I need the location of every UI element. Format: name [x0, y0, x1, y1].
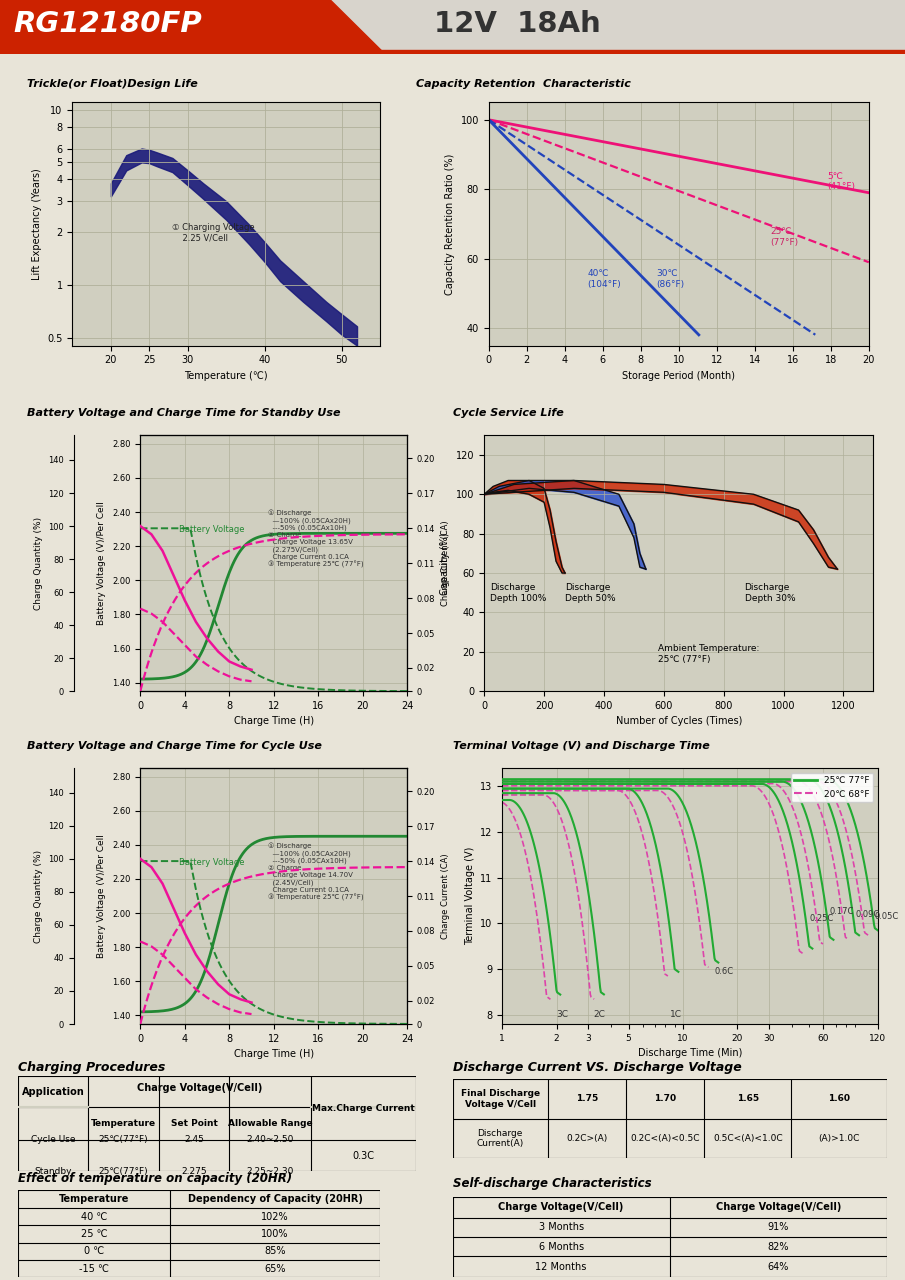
Text: Effect of temperature on capacity (20HR): Effect of temperature on capacity (20HR): [18, 1172, 292, 1185]
Text: 91%: 91%: [767, 1222, 789, 1233]
Text: 30℃
(86°F): 30℃ (86°F): [656, 269, 684, 288]
Text: 0.6C: 0.6C: [715, 966, 734, 975]
Text: 12V  18Ah: 12V 18Ah: [434, 10, 601, 38]
Text: 2.40~2.50: 2.40~2.50: [246, 1135, 293, 1144]
Text: Dependency of Capacity (20HR): Dependency of Capacity (20HR): [187, 1194, 363, 1204]
Text: Final Discharge
Voltage V/Cell: Final Discharge Voltage V/Cell: [461, 1089, 540, 1108]
Text: Max.Charge Current: Max.Charge Current: [312, 1103, 414, 1112]
Text: Temperature: Temperature: [59, 1194, 129, 1204]
Text: 5℃
(41°F): 5℃ (41°F): [827, 172, 855, 191]
Text: Charge Voltage(V/Cell): Charge Voltage(V/Cell): [137, 1083, 262, 1093]
X-axis label: Storage Period (Month): Storage Period (Month): [623, 371, 735, 381]
Text: ① Discharge
  —100% (0.05CAx20H)
  ---50% (0.05CAx10H)
② Charge
  Charge Voltage: ① Discharge —100% (0.05CAx20H) ---50% (0…: [268, 842, 364, 901]
Text: Battery Voltage: Battery Voltage: [179, 526, 244, 535]
Y-axis label: Capacity Retention Ratio (%): Capacity Retention Ratio (%): [445, 154, 455, 294]
Text: Charge Voltage(V/Cell): Charge Voltage(V/Cell): [716, 1202, 841, 1212]
X-axis label: Number of Cycles (Times): Number of Cycles (Times): [615, 717, 742, 727]
Text: 0.09C: 0.09C: [855, 910, 880, 919]
Y-axis label: Battery Voltage (V)/Per Cell: Battery Voltage (V)/Per Cell: [98, 835, 107, 957]
Legend: 25℃ 77°F, 20℃ 68°F: 25℃ 77°F, 20℃ 68°F: [791, 773, 873, 803]
Text: Discharge
Depth 50%: Discharge Depth 50%: [565, 584, 615, 603]
Text: Trickle(or Float)Design Life: Trickle(or Float)Design Life: [27, 79, 198, 90]
Text: Terminal Voltage (V) and Discharge Time: Terminal Voltage (V) and Discharge Time: [452, 741, 710, 751]
Bar: [0, 50, 905, 54]
Y-axis label: Battery Voltage (V)/Per Cell: Battery Voltage (V)/Per Cell: [98, 502, 107, 625]
Text: 3 Months: 3 Months: [538, 1222, 584, 1233]
Text: 85%: 85%: [264, 1247, 286, 1257]
Text: Discharge
Depth 100%: Discharge Depth 100%: [491, 584, 547, 603]
X-axis label: Discharge Time (Min): Discharge Time (Min): [638, 1048, 742, 1059]
Text: 40 ℃: 40 ℃: [81, 1211, 108, 1221]
Text: Self-discharge Characteristics: Self-discharge Characteristics: [452, 1178, 651, 1190]
Text: 25℃
(77°F): 25℃ (77°F): [770, 228, 798, 247]
Text: 25 ℃: 25 ℃: [81, 1229, 108, 1239]
Text: Discharge
Depth 30%: Discharge Depth 30%: [745, 584, 795, 603]
Text: 6 Months: 6 Months: [538, 1242, 584, 1252]
Text: ① Charging Voltage
    2.25 V/Cell: ① Charging Voltage 2.25 V/Cell: [172, 223, 255, 242]
Text: Discharge
Current(A): Discharge Current(A): [477, 1129, 524, 1148]
Text: Capacity Retention  Characteristic: Capacity Retention Characteristic: [416, 79, 631, 90]
Y-axis label: Terminal Voltage (V): Terminal Voltage (V): [464, 847, 474, 945]
Text: 65%: 65%: [264, 1263, 286, 1274]
Text: 1.75: 1.75: [576, 1094, 598, 1103]
Text: -15 ℃: -15 ℃: [79, 1263, 110, 1274]
Text: 2C: 2C: [594, 1010, 605, 1019]
Y-axis label: Charge Current (CA): Charge Current (CA): [441, 521, 450, 605]
Text: Cycle Use: Cycle Use: [31, 1135, 75, 1144]
Text: 2.25~2.30: 2.25~2.30: [246, 1167, 293, 1176]
Text: Set Point: Set Point: [171, 1119, 218, 1128]
Text: 0.2C>(A): 0.2C>(A): [567, 1134, 608, 1143]
Text: Temperature: Temperature: [91, 1119, 157, 1128]
Text: 102%: 102%: [262, 1211, 289, 1221]
Text: (A)>1.0C: (A)>1.0C: [818, 1134, 860, 1143]
Text: ① Discharge
  —100% (0.05CAx20H)
  ---50% (0.05CAx10H)
② Charge
  Charge Voltage: ① Discharge —100% (0.05CAx20H) ---50% (0…: [268, 509, 364, 568]
Text: Ambient Temperature:
25℃ (77°F): Ambient Temperature: 25℃ (77°F): [658, 644, 759, 663]
Text: 1C: 1C: [671, 1010, 682, 1019]
Text: 1.60: 1.60: [828, 1094, 850, 1103]
Y-axis label: Charge Current (CA): Charge Current (CA): [441, 854, 450, 938]
Text: 0.05C: 0.05C: [874, 911, 899, 920]
Text: Battery Voltage: Battery Voltage: [179, 859, 244, 868]
Text: 25℃(77°F): 25℃(77°F): [99, 1167, 148, 1176]
Text: 64%: 64%: [767, 1262, 789, 1272]
Text: Discharge Current VS. Discharge Voltage: Discharge Current VS. Discharge Voltage: [452, 1061, 741, 1074]
Text: 0.3C: 0.3C: [353, 1151, 375, 1161]
Text: 0.17C: 0.17C: [830, 908, 854, 916]
Text: 0.5C<(A)<1.0C: 0.5C<(A)<1.0C: [713, 1134, 783, 1143]
Text: 82%: 82%: [767, 1242, 789, 1252]
Y-axis label: Lift Expectancy (Years): Lift Expectancy (Years): [32, 168, 42, 280]
Text: 12 Months: 12 Months: [536, 1262, 586, 1272]
Y-axis label: Charge Quantity (%): Charge Quantity (%): [33, 517, 43, 609]
Text: Charging Procedures: Charging Procedures: [18, 1061, 166, 1074]
X-axis label: Charge Time (H): Charge Time (H): [233, 1050, 314, 1060]
Text: 0 ℃: 0 ℃: [84, 1247, 104, 1257]
Text: Cycle Service Life: Cycle Service Life: [452, 408, 563, 419]
Text: 0.25C: 0.25C: [809, 914, 834, 923]
Text: Charge Voltage(V/Cell): Charge Voltage(V/Cell): [499, 1202, 624, 1212]
X-axis label: Charge Time (H): Charge Time (H): [233, 717, 314, 727]
Text: 0.2C<(A)<0.5C: 0.2C<(A)<0.5C: [631, 1134, 700, 1143]
Text: 1.65: 1.65: [737, 1094, 759, 1103]
X-axis label: Temperature (℃): Temperature (℃): [185, 371, 268, 381]
Y-axis label: Charge Quantity (%): Charge Quantity (%): [33, 850, 43, 942]
Text: 2.275: 2.275: [182, 1167, 207, 1176]
Text: 25℃(77°F): 25℃(77°F): [99, 1135, 148, 1144]
Text: 3C: 3C: [557, 1010, 568, 1019]
Y-axis label: Capacity (%): Capacity (%): [441, 532, 451, 594]
Text: RG12180FP: RG12180FP: [14, 10, 203, 38]
Text: Standby: Standby: [34, 1167, 71, 1176]
Text: 2.45: 2.45: [185, 1135, 205, 1144]
Text: Application: Application: [22, 1087, 84, 1097]
Text: 40℃
(104°F): 40℃ (104°F): [587, 269, 621, 288]
Text: Battery Voltage and Charge Time for Standby Use: Battery Voltage and Charge Time for Stan…: [27, 408, 340, 419]
Polygon shape: [0, 0, 385, 54]
Text: Allowable Range: Allowable Range: [228, 1119, 312, 1128]
Text: 100%: 100%: [262, 1229, 289, 1239]
Text: 1.70: 1.70: [654, 1094, 676, 1103]
Text: Battery Voltage and Charge Time for Cycle Use: Battery Voltage and Charge Time for Cycl…: [27, 741, 322, 751]
